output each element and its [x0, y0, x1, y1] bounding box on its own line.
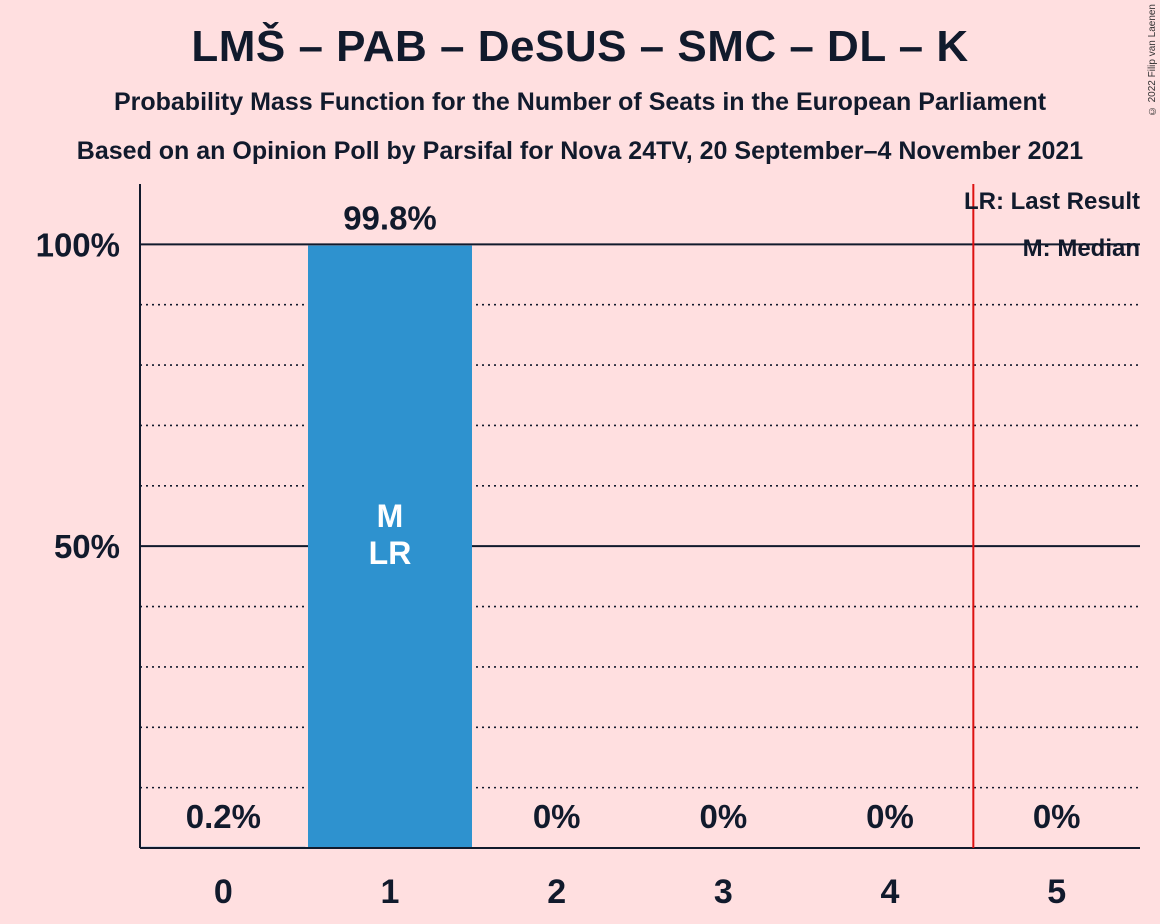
legend-entry: M: Median	[1023, 235, 1140, 262]
x-tick-label: 4	[881, 873, 900, 911]
data-labels: 0.2% 99.8% 0% 0% 0% 0% MLR	[186, 200, 1081, 835]
bar-seats-1	[308, 245, 472, 848]
x-tick-label: 2	[547, 873, 566, 911]
value-label: 0%	[533, 798, 581, 835]
x-tick-label: 5	[1047, 873, 1066, 911]
legend-entry: LR: Last Result	[964, 188, 1140, 215]
x-tick-label: 0	[214, 873, 233, 911]
axes: 50% 100% 0 1 2 3 4 5	[36, 184, 1140, 911]
value-label: 0%	[699, 798, 747, 835]
gridlines	[140, 243, 1140, 789]
value-label: 0%	[1033, 798, 1081, 835]
value-label: 0.2%	[186, 798, 261, 835]
chart-subtitle: Probability Mass Function for the Number…	[113, 88, 1047, 116]
x-tick-label: 1	[381, 873, 400, 911]
value-label: 99.8%	[343, 200, 437, 237]
value-label: 0%	[866, 798, 914, 835]
legend: LR: Last Result M: Median	[964, 188, 1140, 262]
chart-title: LMŠ – PAB – DeSUS – SMC – DL – K	[191, 22, 969, 71]
last-result-marker: LR	[369, 535, 412, 571]
chart-source-subtitle: Based on an Opinion Poll by Parsifal for…	[76, 137, 1084, 165]
median-marker: M	[377, 498, 404, 534]
x-tick-label: 3	[714, 873, 733, 911]
y-tick-label: 100%	[36, 226, 120, 263]
y-tick-label: 50%	[54, 528, 120, 565]
